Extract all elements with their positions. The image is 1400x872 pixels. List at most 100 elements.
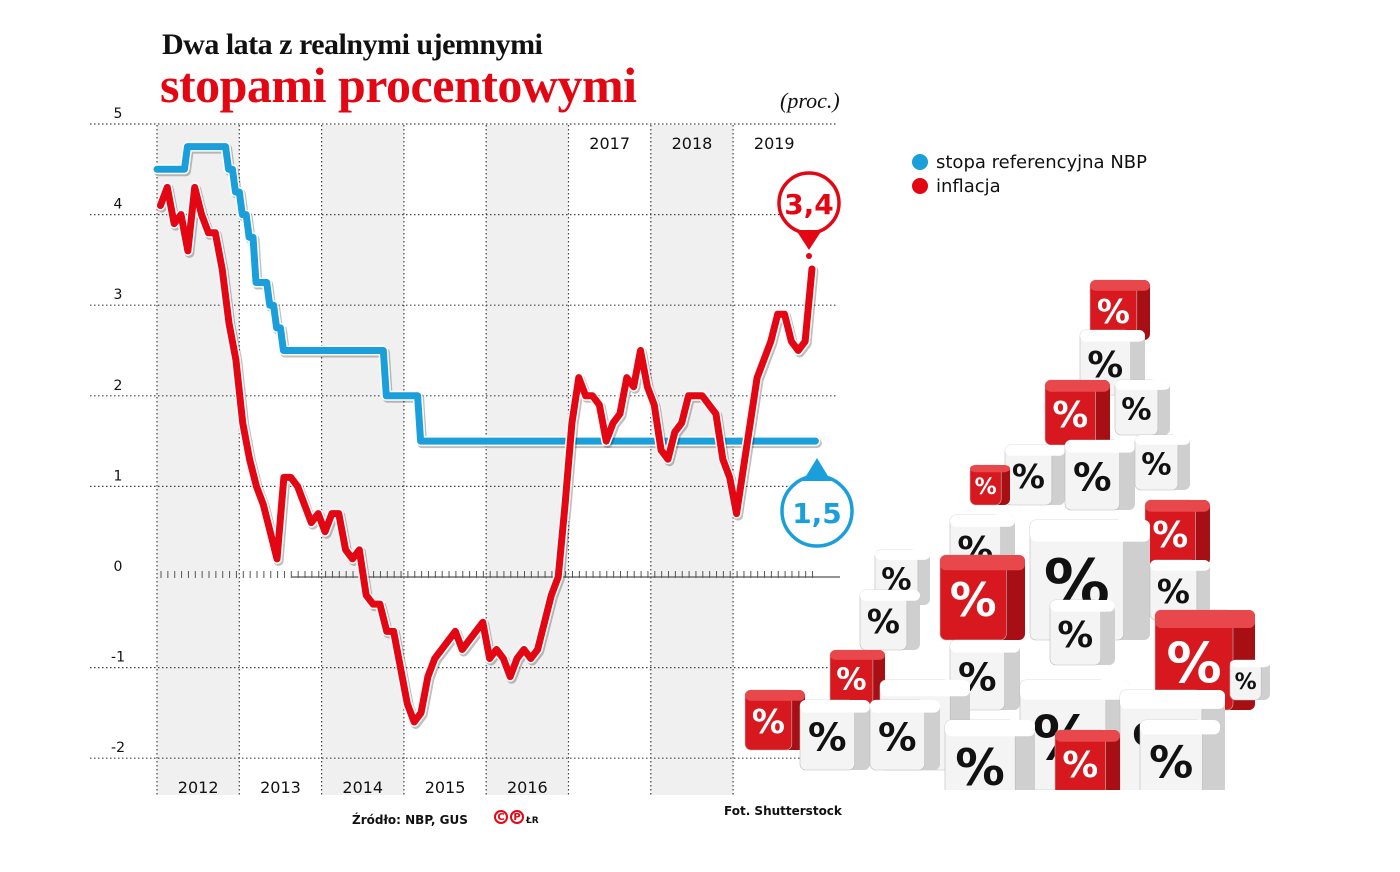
die-top xyxy=(1005,445,1065,456)
percent-icon: % xyxy=(878,715,917,760)
percent-icon: % xyxy=(1012,457,1045,496)
chart-title-line2: stopami procentowymi xyxy=(160,57,637,113)
percent-icon: % xyxy=(836,663,866,698)
percent-icon: % xyxy=(955,739,1005,790)
percent-icon: % xyxy=(808,715,847,760)
die-top xyxy=(880,680,970,697)
legend-label: inflacja xyxy=(936,175,1001,197)
white-percent-die: % xyxy=(869,699,940,771)
die-top xyxy=(1150,560,1210,571)
percent-icon: % xyxy=(867,602,900,641)
red-percent-die: % xyxy=(969,464,1010,506)
red-percent-die: % xyxy=(1089,279,1150,341)
year-shade xyxy=(157,125,240,795)
inflation-callout-value: 3,4 xyxy=(784,188,834,221)
red-percent-die: % xyxy=(1054,729,1120,790)
percent-icon: % xyxy=(1087,345,1123,386)
white-percent-die: % xyxy=(799,699,870,771)
white-percent-die: % xyxy=(944,719,1035,790)
die-top xyxy=(1080,330,1145,342)
year-shade xyxy=(321,125,404,795)
percent-icon: % xyxy=(1052,395,1088,436)
die-top xyxy=(1045,380,1110,392)
chart-title-line1: Dwa lata z realnymi ujemnymi xyxy=(162,28,543,61)
percent-icon: % xyxy=(1121,393,1151,428)
red-percent-die: % xyxy=(1044,379,1110,446)
percent-icon: % xyxy=(1166,631,1221,695)
legend-item-nbp-rate: stopa referencyjna NBP xyxy=(912,150,1147,174)
die-top xyxy=(940,555,1025,571)
y-tick-label: 0 xyxy=(114,559,123,575)
x-tick-label: 2014 xyxy=(342,778,383,797)
white-percent-die: % xyxy=(1064,439,1135,511)
x-tick-label: 2018 xyxy=(672,134,713,153)
percent-icon: % xyxy=(752,702,785,741)
white-percent-die: % xyxy=(1079,329,1145,396)
red-percent-die: % xyxy=(1144,499,1210,566)
die-top xyxy=(950,515,1015,527)
die-top xyxy=(745,690,805,701)
white-percent-die: % xyxy=(1149,559,1210,621)
white-percent-die: % xyxy=(1004,444,1065,506)
die-top xyxy=(950,640,1020,653)
die-top xyxy=(945,720,1035,737)
die-top xyxy=(1230,660,1270,668)
zero-axis xyxy=(160,571,840,578)
nbp-rate-line xyxy=(153,143,819,445)
y-tick-label: -1 xyxy=(111,650,125,666)
percent-icon: % xyxy=(1152,515,1188,556)
legend-label: stopa referencyjna NBP xyxy=(936,151,1147,173)
percent-dice-photo: %%%%%%%%%%%%%%%%%%%%%%%%%%%%% xyxy=(744,279,1270,790)
rate-callout-pointer xyxy=(803,458,831,481)
x-tick-label: 2017 xyxy=(589,134,630,153)
die-top xyxy=(1140,720,1220,735)
inflation-callout-pointer xyxy=(796,230,822,250)
percent-icon: % xyxy=(1057,615,1093,656)
red-percent-die: % xyxy=(829,649,885,706)
photo-credit: Fot. Shutterstock xyxy=(724,804,842,818)
white-percent-die: % xyxy=(1049,599,1115,666)
percent-icon: % xyxy=(1149,738,1193,789)
percent-icon: % xyxy=(975,475,997,500)
x-tick-label: 2013 xyxy=(260,778,301,797)
die-top xyxy=(1065,440,1135,453)
die-top xyxy=(1055,730,1120,742)
die-top xyxy=(1155,610,1255,628)
die-top xyxy=(1120,690,1225,709)
gridlines xyxy=(90,123,838,759)
legend-item-inflation: inflacja xyxy=(912,174,1147,198)
die-top xyxy=(1020,680,1130,700)
x-axis-labels: 2012 2013 2014 2015 2016 2017 2018 2019 xyxy=(178,134,795,797)
white-percent-die: % xyxy=(859,589,920,651)
y-axis-labels: 5 4 3 2 1 0 -1 -2 xyxy=(111,106,125,756)
percent-icon: % xyxy=(950,574,997,628)
y-tick-label: -2 xyxy=(111,740,125,756)
x-tick-label: 2016 xyxy=(507,778,548,797)
white-percent-die: % xyxy=(1134,434,1190,491)
unit-label: (proc.) xyxy=(780,88,840,113)
die-top xyxy=(970,465,1010,473)
die-top xyxy=(800,700,870,713)
year-shading xyxy=(157,125,734,795)
die-top xyxy=(830,650,885,660)
white-percent-die: % xyxy=(1229,659,1270,701)
die-top xyxy=(1145,500,1210,512)
percent-icon: % xyxy=(1157,572,1190,611)
callouts: 3,4 1,5 xyxy=(777,171,854,548)
die-top xyxy=(875,550,930,560)
y-tick-label: 5 xyxy=(114,106,123,122)
percent-icon: % xyxy=(1235,670,1257,695)
x-tick-label: 2019 xyxy=(754,134,795,153)
red-percent-die: % xyxy=(744,689,805,751)
y-tick-label: 1 xyxy=(114,468,123,484)
y-tick-label: 4 xyxy=(114,197,123,213)
white-percent-die: % xyxy=(1139,719,1220,790)
die-top xyxy=(1090,280,1150,291)
percent-icon: % xyxy=(1097,292,1130,331)
white-percent-die: % xyxy=(1114,379,1170,436)
percent-icon: % xyxy=(1073,455,1112,500)
red-percent-die: % xyxy=(939,554,1025,641)
die-top xyxy=(1115,380,1170,390)
